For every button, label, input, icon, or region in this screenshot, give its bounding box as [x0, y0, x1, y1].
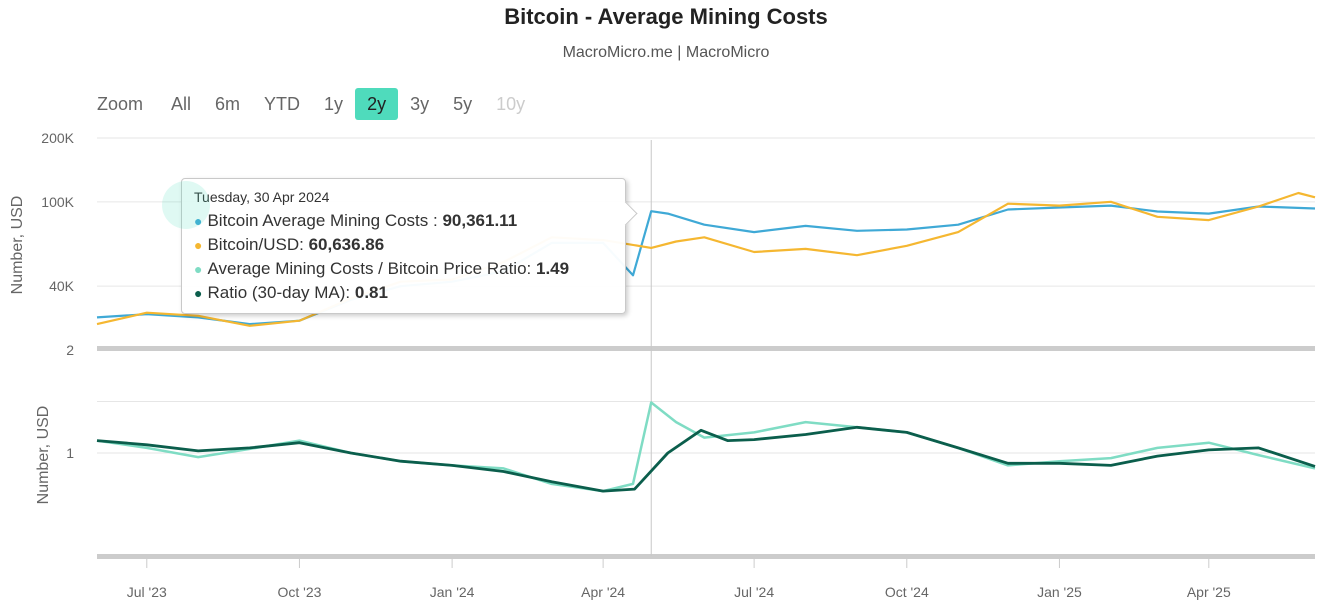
watermark-logo-icon: [162, 181, 210, 229]
panel-separator: [97, 346, 1315, 351]
zoom-ytd-button[interactable]: YTD: [264, 94, 301, 114]
lower-y-tick-label: 2: [66, 342, 74, 358]
x-tick-label: Apr '25: [1187, 584, 1231, 600]
tooltip-row-btc-price: ● Bitcoin/USD: 60,636.86: [194, 233, 613, 257]
tooltip-row-label: Ratio (30-day MA):: [207, 283, 351, 302]
lower-y-tick-label: 1: [66, 445, 74, 461]
mining-cost-dot-icon: ●: [194, 213, 203, 229]
ratio-line: [96, 401, 1316, 493]
tooltip-row-label: Bitcoin Average Mining Costs :: [207, 211, 438, 230]
tooltip-row-label: Bitcoin/USD:: [207, 235, 304, 254]
zoom-3y-button[interactable]: 3y: [410, 94, 430, 114]
chart-title: Bitcoin - Average Mining Costs: [504, 4, 828, 29]
upper-y-tick-label: 40K: [49, 278, 75, 294]
tooltip-date: Tuesday, 30 Apr 2024: [194, 189, 330, 205]
x-tick-label: Jan '24: [430, 584, 475, 600]
axis-labels: Number, USD Number, USD: [9, 196, 52, 505]
btc-price-dot-icon: ●: [194, 237, 203, 253]
chart-subtitle: MacroMicro.me | MacroMicro: [562, 44, 770, 61]
upper-y-tick-label: 200K: [41, 130, 74, 146]
tooltip-row-ratio-ma: ● Ratio (30-day MA): 0.81: [194, 281, 613, 305]
upper-y-tick-label: 100K: [41, 194, 74, 210]
zoom-2y-button[interactable]: 2y: [355, 88, 399, 120]
tooltip-row-mining-cost: ● Bitcoin Average Mining Costs : 90,361.1…: [194, 209, 613, 233]
ratio-ma-line: [96, 425, 1316, 493]
zoom-bar: Zoom All 6m YTD 1y 2y 3y 5y 10y: [97, 88, 537, 120]
tooltip-row-value: 90,361.11: [442, 211, 518, 230]
zoom-5y-button[interactable]: 5y: [453, 94, 473, 114]
tooltip: Tuesday, 30 Apr 2024 ● Bitcoin Average Mi…: [162, 178, 638, 314]
ratio-dot-icon: ●: [194, 261, 203, 277]
x-tick-label: Jul '23: [127, 584, 167, 600]
axes: 40K 100K 200K 1 2 Jul '23 Oct '23 Jan '24 Apr '2…: [41, 130, 1315, 600]
x-tick-label: Oct '24: [885, 584, 929, 600]
zoom-10y-button: 10y: [496, 94, 526, 114]
x-tick-label: Oct '23: [277, 584, 321, 600]
tooltip-row-ratio: ● Average Mining Costs / Bitcoin Price Ra…: [194, 257, 613, 281]
x-axis-line: [97, 554, 1315, 559]
tooltip-row-value: 60,636.86: [308, 235, 385, 254]
x-tick-label: Jan '25: [1037, 584, 1082, 600]
zoom-label: Zoom: [97, 93, 144, 114]
tooltip-row-value: 0.81: [354, 283, 388, 302]
zoom-1y-button[interactable]: 1y: [324, 94, 344, 114]
zoom-all-button[interactable]: All: [171, 94, 192, 114]
x-tick-label: Jul '24: [734, 584, 774, 600]
ratio-ma-dot-icon: ●: [194, 285, 203, 301]
lower-y-axis-title: Number, USD: [35, 406, 52, 505]
upper-y-axis-title: Number, USD: [9, 196, 26, 295]
tooltip-row-label: Average Mining Costs / Bitcoin Price Rat…: [207, 259, 532, 278]
zoom-6m-button[interactable]: 6m: [215, 94, 241, 114]
tooltip-row-value: 1.49: [535, 259, 570, 278]
x-tick-label: Apr '24: [581, 584, 625, 600]
